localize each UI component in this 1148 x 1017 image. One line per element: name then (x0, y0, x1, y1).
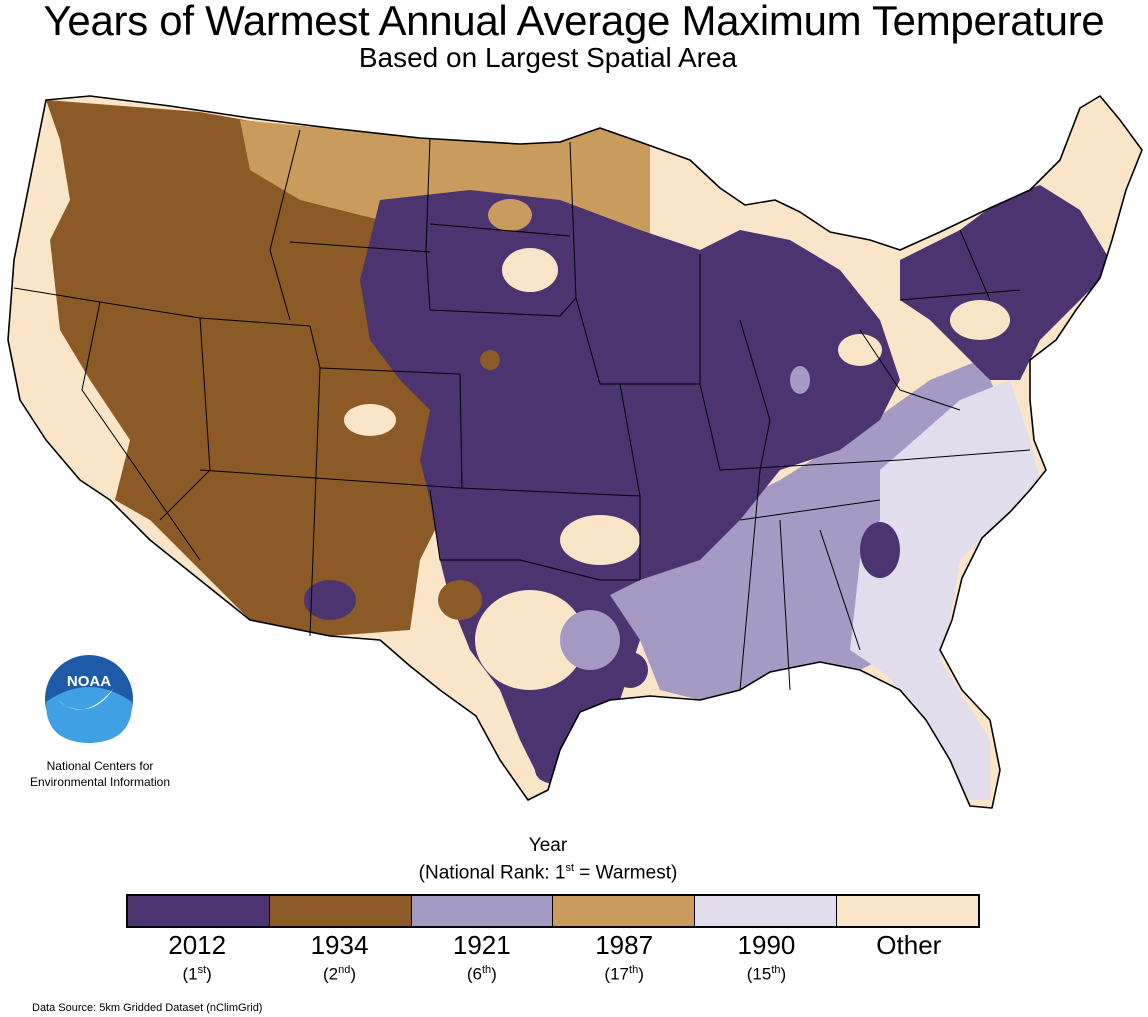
state-border-line (779, 519, 791, 691)
legend-label-1987: 1987 (17th) (595, 930, 654, 984)
legend-swatch-1990 (695, 896, 838, 926)
state-border-line (699, 254, 721, 471)
state-border-line (959, 229, 991, 301)
org-name: National Centers for Environmental Infor… (20, 758, 180, 790)
legend-label-other: Other (876, 930, 942, 960)
region-other-blob-1 (502, 248, 558, 292)
legend-rank-note: (National Rank: 1st = Warmest) (418, 862, 678, 884)
state-border-line (739, 319, 771, 471)
state-border-line (739, 469, 761, 691)
state-border-line (199, 469, 641, 497)
region-other-blob-2 (560, 515, 640, 565)
state-border-line (819, 529, 861, 651)
region-2012-blob-3 (860, 522, 900, 578)
legend-label-1990: 1990 (15th) (737, 930, 796, 984)
state-border-line (309, 325, 321, 637)
noaa-logo-text: NOAA (67, 673, 111, 690)
legend-title: Year (National Rank: 1st = Warmest) (0, 834, 1096, 884)
region-other-blob-6 (838, 334, 882, 366)
region-2012-blob-1 (612, 652, 648, 688)
legend-swatch-1921 (411, 896, 554, 926)
map-title: Years of Warmest Annual Average Maximum … (43, 0, 1105, 44)
legend-swatch-other (837, 896, 978, 926)
region-2012-blob-4 (304, 580, 356, 620)
state-border-line (619, 383, 641, 497)
state-border-line (899, 289, 1021, 301)
region-2012-central (360, 190, 900, 600)
region-other-blob-5 (950, 300, 1010, 340)
legend-swatch-2012 (128, 896, 270, 926)
legend-heading: Year (528, 835, 568, 856)
legend-label-2012: 2012 (1st) (168, 930, 227, 984)
state-borders (7, 95, 1143, 809)
us-map (7, 95, 1143, 809)
region-1921-blob-2 (790, 366, 810, 394)
region-1934-blob-1 (438, 580, 482, 620)
region-other-blob-4 (344, 404, 396, 436)
region-1990-southeast (850, 380, 1040, 800)
us-outline-border (7, 95, 1143, 809)
state-border-line (289, 241, 431, 253)
org-line-2: Environmental Information (29, 775, 171, 789)
noaa-logo-water (46, 687, 132, 743)
legend-labels: 2012 (1st) 1934 (2nd) 1921 (6th) 1987 (1… (126, 930, 980, 985)
data-source: Data Source: 5km Gridded Dataset (nClimG… (32, 1002, 263, 1014)
temperature-regions (8, 96, 1142, 808)
state-border-line (429, 297, 577, 317)
legend-color-bar (126, 894, 980, 928)
state-border-line (425, 137, 431, 311)
state-border-line (269, 129, 301, 321)
region-1934-blob-2 (480, 350, 500, 370)
state-border-line (81, 301, 201, 561)
legend-label-1934: 1934 (2nd) (310, 930, 369, 984)
state-border-line (429, 489, 640, 581)
state-border-line (575, 297, 700, 385)
noaa-logo: NOAA (44, 654, 134, 744)
state-border-line (159, 317, 211, 521)
state-border-line (569, 141, 577, 299)
state-border-line (319, 367, 463, 489)
state-border-line (199, 317, 311, 327)
region-2012-northeast (900, 185, 1110, 380)
region-1921-blob-1 (560, 610, 620, 670)
legend-label-1921: 1921 (6th) (452, 930, 511, 984)
legend-swatch-1934 (269, 896, 412, 926)
state-border-line (859, 329, 961, 411)
state-border-line (719, 449, 1031, 471)
legend-swatch-1987 (553, 896, 696, 926)
map-subtitle: Based on Largest Spatial Area (358, 42, 738, 73)
state-border-line (739, 499, 881, 521)
region-other-blob-3 (475, 590, 585, 690)
state-border-line (429, 223, 571, 237)
region-1934-west (46, 100, 460, 636)
region-2012-blob-2 (535, 756, 575, 784)
org-line-1: National Centers for (46, 759, 154, 773)
region-1987-blob-1 (488, 199, 532, 231)
